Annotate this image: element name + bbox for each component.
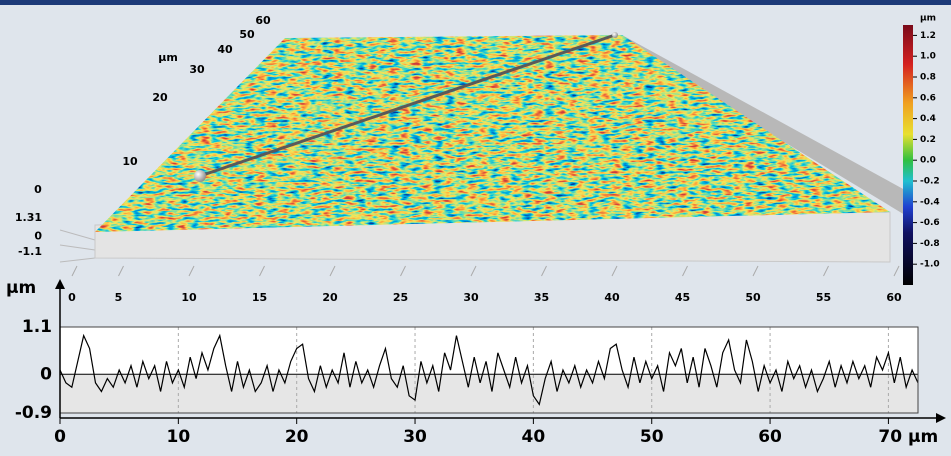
x-tick-label: 30 xyxy=(403,427,427,447)
x-tick xyxy=(541,265,547,277)
x-tick-label: 45 xyxy=(675,291,690,304)
plot xyxy=(59,333,919,406)
x-tick-label: 70 µm xyxy=(878,427,938,447)
x-tick xyxy=(823,265,829,277)
x-tick xyxy=(682,265,688,277)
x-tick-label: 5 xyxy=(115,291,123,304)
depth-tick-label: 60 xyxy=(255,14,271,27)
surface-view xyxy=(59,25,913,285)
x-tick xyxy=(259,265,265,277)
x-tick-label: 60 xyxy=(886,291,902,304)
z-tick-label: -1.1 xyxy=(18,245,42,258)
depth-tick-label: 50 xyxy=(239,28,255,41)
x-tick-label: 60 xyxy=(758,427,782,447)
x-tick xyxy=(71,265,78,277)
x-tick xyxy=(470,265,477,277)
x-tick-label: 55 xyxy=(816,291,831,304)
x-tick-label: 25 xyxy=(393,291,408,304)
x-tick xyxy=(188,265,195,277)
below-zero-band xyxy=(60,374,918,413)
x-tick-label: 10 xyxy=(181,291,197,304)
profile-path xyxy=(199,33,616,178)
x-tick xyxy=(752,265,759,277)
z-tick-label: 1.31 xyxy=(15,211,42,224)
surface xyxy=(95,35,890,232)
y-axis-label: µm xyxy=(6,278,36,298)
x-tick xyxy=(611,265,618,277)
x-tick-label: 0 xyxy=(68,291,76,304)
depth-tick-label: 20 xyxy=(152,91,168,104)
y-tick-label: -0.9 xyxy=(15,403,52,423)
x-tick xyxy=(118,265,124,277)
colorbar-tick-label: 1.2 xyxy=(920,31,936,41)
y-arrow xyxy=(55,279,65,289)
colorbar-tick-label: -0.8 xyxy=(920,239,940,249)
z-tick-label: 0 xyxy=(34,229,42,242)
x-tick-label: 15 xyxy=(252,291,267,304)
colorbar-tick-label: 0.2 xyxy=(920,135,936,145)
x-tick-label: 50 xyxy=(640,427,664,447)
x-tick-label: 35 xyxy=(534,291,549,304)
depth-tick-label: 30 xyxy=(189,63,205,76)
x-tick xyxy=(329,265,336,277)
colorbar-tick-label: 0.0 xyxy=(920,156,936,166)
colorbar xyxy=(903,25,913,285)
profile-line xyxy=(59,333,919,406)
axis-guide xyxy=(59,244,96,251)
profile-end xyxy=(612,32,618,38)
x-tick-label: 40 xyxy=(522,427,546,447)
x-tick xyxy=(893,265,900,277)
colorbar-tick-label: -0.2 xyxy=(920,177,940,187)
axis-guide xyxy=(59,257,96,263)
x-tick-label: 10 xyxy=(167,427,191,447)
depth-axis-label: µm xyxy=(158,51,178,64)
depth-tick-label: 0 xyxy=(34,183,42,196)
y-tick-label: 1.1 xyxy=(22,317,52,337)
x-tick-label: 0 xyxy=(54,427,66,447)
x-tick xyxy=(400,265,406,277)
axis-guide xyxy=(59,229,96,241)
colorbar-unit: µm xyxy=(920,14,936,24)
x-tick-label: 20 xyxy=(322,291,338,304)
y-tick-label: 0 xyxy=(40,364,52,384)
colorbar-tick-label: -0.6 xyxy=(920,218,940,228)
top-strip xyxy=(0,0,951,5)
colorbar-tick-label: 1.0 xyxy=(920,52,936,62)
depth-tick-label: 40 xyxy=(217,43,233,56)
depth-tick-label: 10 xyxy=(122,155,138,168)
colorbar-tick-label: 0.4 xyxy=(920,114,936,124)
x-tick-label: 50 xyxy=(745,291,761,304)
colorbar-tick-label: 0.6 xyxy=(920,93,936,103)
side-wall xyxy=(622,35,905,215)
colorbar-tick-label: -1.0 xyxy=(920,260,940,270)
colorbar-tick-label: -0.4 xyxy=(920,197,940,207)
x-tick-label: 20 xyxy=(285,427,309,447)
x-arrow xyxy=(936,413,946,423)
colorbar-tick-label: 0.8 xyxy=(920,73,936,83)
profile-start xyxy=(194,170,206,182)
x-tick-label: 40 xyxy=(604,291,620,304)
x-tick-label: 30 xyxy=(463,291,479,304)
